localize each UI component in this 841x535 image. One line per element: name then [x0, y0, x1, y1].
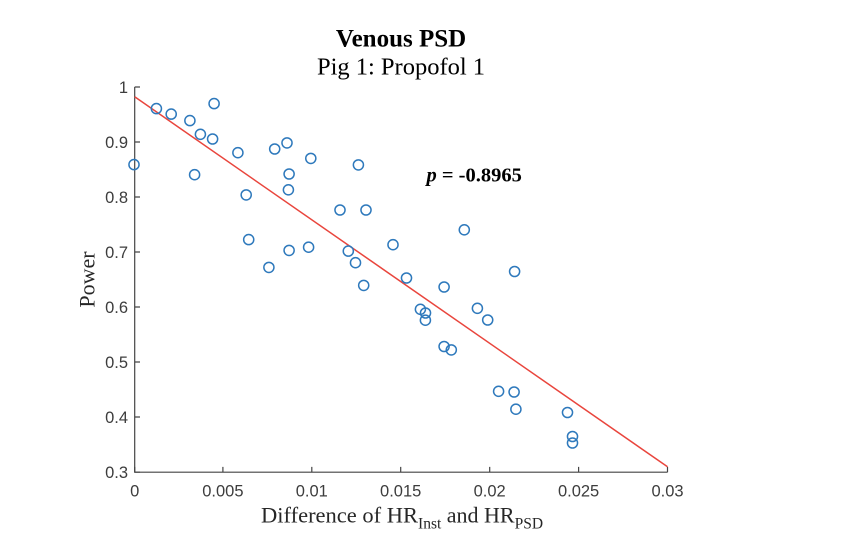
svg-text:0.8: 0.8	[105, 189, 128, 207]
svg-text:0.3: 0.3	[105, 464, 128, 482]
svg-text:0.6: 0.6	[105, 299, 128, 317]
svg-text:0.02: 0.02	[474, 483, 506, 501]
svg-text:Power: Power	[75, 251, 100, 308]
svg-text:0.03: 0.03	[651, 483, 683, 501]
svg-text:Venous PSD: Venous PSD	[336, 26, 466, 53]
svg-text:0.015: 0.015	[380, 483, 421, 501]
svg-text:0.025: 0.025	[558, 483, 599, 501]
svg-text:1: 1	[119, 79, 128, 97]
svg-text:Difference of HRInst and HRPSD: Difference of HRInst and HRPSD	[261, 503, 543, 533]
svg-text:Pig 1: Propofol 1: Pig 1: Propofol 1	[317, 54, 485, 81]
svg-text:0.7: 0.7	[105, 244, 128, 262]
svg-text:0.5: 0.5	[105, 354, 128, 372]
svg-text:0.005: 0.005	[202, 483, 243, 501]
svg-text:p = -0.8965: p = -0.8965	[425, 165, 522, 187]
svg-text:0.9: 0.9	[105, 134, 128, 152]
svg-text:0.4: 0.4	[105, 409, 128, 427]
svg-text:0.01: 0.01	[296, 483, 328, 501]
svg-text:0: 0	[130, 483, 139, 501]
